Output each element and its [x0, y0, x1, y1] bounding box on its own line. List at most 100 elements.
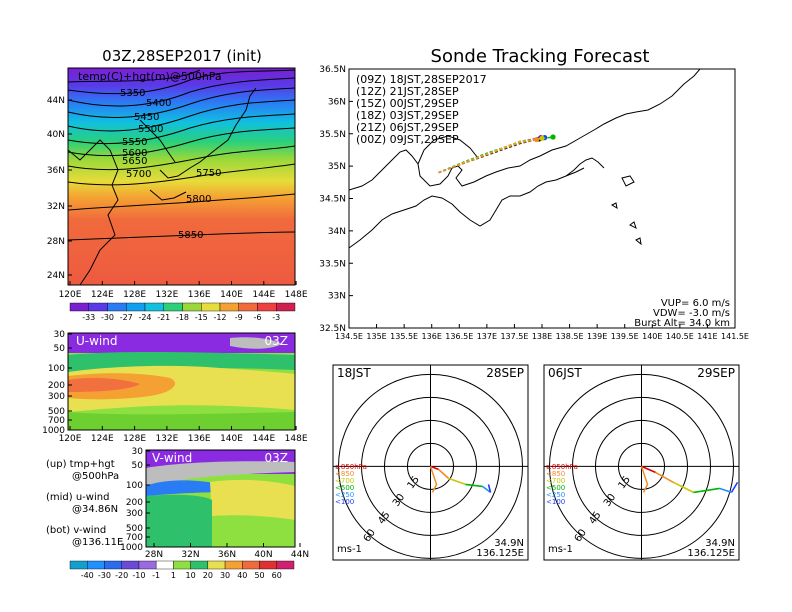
- wind-colorbar-label: 40: [237, 571, 247, 580]
- wind-colorbar-cell: [121, 560, 140, 570]
- v-lat-label: 28N: [145, 550, 163, 560]
- wind-colorbar-label: 30: [220, 571, 230, 580]
- temp-colorbar-cell: [201, 302, 221, 312]
- wind-colorbar-cell: [242, 560, 260, 570]
- tracking-lat-label: 33.5N: [319, 259, 346, 269]
- temp-colorbar-cell: [126, 302, 146, 312]
- map-lat-label: 44N: [47, 96, 65, 106]
- wind-colorbar-cell: [69, 560, 88, 570]
- v-pres-label: 100: [126, 481, 143, 491]
- map-lat-label: 36N: [47, 166, 65, 176]
- map-lat-axis: 44N 40N 36N 32N 28N 24N: [47, 96, 72, 281]
- launch-line-00z: (00Z) 09JST,29SEP: [356, 133, 459, 146]
- wind-colorbar-label: 10: [186, 571, 196, 580]
- hodo-legend-item: <500: [546, 484, 565, 492]
- map-lat-label: 40N: [47, 130, 65, 140]
- temp-colorbar-label: -12: [213, 313, 226, 322]
- launch-line-12z: (12Z) 21JST,28SEP: [356, 85, 459, 98]
- u-wind-section: U-wind 03Z: [68, 333, 295, 430]
- tracking-lon-label: 135.5E: [390, 332, 418, 341]
- temp-colorbar-cell: [219, 302, 239, 312]
- temp-colorbar-label: -18: [176, 313, 189, 322]
- u-wind-time: 03Z: [265, 334, 289, 348]
- map-lon-label: 124E: [91, 290, 114, 300]
- hodo-legend-item: <500: [335, 484, 354, 492]
- u-pres-label: 1000: [42, 426, 65, 436]
- launch-line-15z: (15Z) 00JST,29SEP: [356, 97, 459, 110]
- launch-legend: (09Z) 18JST,28SEP2017 (12Z) 21JST,28SEP …: [356, 73, 487, 146]
- v-wind-frame: [145, 449, 296, 548]
- landing-point: [539, 135, 545, 141]
- wind-colorbar-cell: [173, 560, 191, 570]
- hodo-legend-item: <250: [335, 491, 354, 499]
- tracking-title: Sonde Tracking Forecast: [431, 46, 650, 67]
- temperature-field: 5350 5400 5450 5500 5550 5600 5650 5700 …: [68, 68, 295, 285]
- map-lon-label: 120E: [59, 290, 82, 300]
- hodo-lat: 34.9N: [494, 538, 524, 549]
- legend-mid-line1: (mid) u-wind: [46, 492, 109, 503]
- hodo-segment: [448, 477, 466, 486]
- map-lon-label: 148E: [285, 290, 308, 300]
- u-pres-label: 50: [54, 344, 66, 354]
- wind-colorbar-label: 50: [254, 571, 264, 580]
- temp-colorbar-cell: [144, 302, 164, 312]
- map-lon-label: 140E: [220, 290, 243, 300]
- u-lon-label: 140E: [220, 434, 243, 444]
- legend-up-line2: @500hPa: [72, 471, 119, 482]
- wind-colorbar-cell: [104, 560, 122, 570]
- tracking-lon-label: 140E: [642, 332, 662, 341]
- hodo-segment: [482, 485, 491, 494]
- contour-label-5700: 5700: [126, 169, 151, 180]
- legend-bot-line2: @136.11E: [72, 537, 123, 548]
- map-lat-label: 24N: [47, 271, 65, 281]
- v-lat-label: 32N: [181, 550, 199, 560]
- hodo-segment: [641, 465, 656, 474]
- wind-colorbar-label: -20: [115, 571, 128, 580]
- launch-line-18z: (18Z) 03JST,29SEP: [356, 109, 459, 122]
- u-pres-label: 700: [48, 416, 65, 426]
- tracking-lon-label: 140.5E: [666, 332, 694, 341]
- landing-point: [533, 136, 540, 143]
- hodo-time: 06JST: [548, 366, 582, 380]
- hodo-legend-item: <250: [546, 491, 565, 499]
- hodo-unit: ms-1: [337, 544, 362, 555]
- temp-colorbar-cell: [276, 302, 296, 312]
- wind-colorbar-cell: [207, 560, 226, 570]
- u-lon-label: 124E: [91, 434, 114, 444]
- tracking-lat-label: 33N: [328, 292, 346, 302]
- trajectory-layer: [438, 134, 556, 174]
- map-lon-label: 128E: [123, 290, 146, 300]
- wind-colorbar-cell: [190, 560, 209, 570]
- v-lat-label: 44N: [291, 550, 309, 560]
- map-lon-label: 144E: [252, 290, 275, 300]
- tracking-lon-label: 139.5E: [611, 332, 639, 341]
- wind-colorbar-label: 1: [171, 571, 176, 580]
- tracking-lon-label: 137.5E: [500, 332, 528, 341]
- map-frame: [67, 67, 296, 286]
- v-pres-label: 1000: [120, 543, 143, 553]
- u-lon-label: 136E: [188, 434, 211, 444]
- map-title: 03Z,28SEP2017 (init): [102, 47, 262, 65]
- legend-up-line1: (up) tmp+hgt: [46, 459, 115, 470]
- v-pres-label: 50: [132, 461, 144, 471]
- v-lat-label: 40N: [254, 550, 272, 560]
- hodo-legend-item: <100: [546, 498, 565, 506]
- hodo-lat: 34.9N: [705, 538, 735, 549]
- hodo-segment: [437, 468, 450, 479]
- hodo-lowlevel-segment: [640, 466, 649, 493]
- contour-label-5750: 5750: [196, 168, 221, 179]
- launch-line-09z: (09Z) 18JST,28SEP2017: [356, 73, 487, 86]
- hodo-legend-item: ≥850hPa: [335, 463, 367, 471]
- contour-label-5800: 5800: [186, 194, 211, 205]
- map-lon-axis: 120E 124E 128E 132E 136E 140E 144E 148E: [59, 281, 308, 300]
- temp-colorbar-label: -6: [254, 313, 262, 322]
- temp-colorbar-cell: [182, 302, 202, 312]
- wind-colorbar-cell: [155, 560, 174, 570]
- wind-colorbar-cell: [259, 560, 277, 570]
- map-lat-label: 28N: [47, 237, 65, 247]
- temperature-colorbar: -33 -30 -27 -24 -21 -18 -15 -12 -9 -6 -3: [69, 302, 296, 322]
- tracking-lon-label: 139E: [587, 332, 607, 341]
